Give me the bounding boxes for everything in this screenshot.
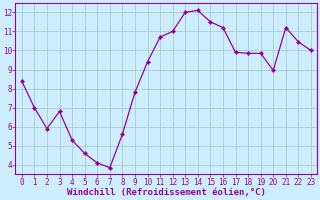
X-axis label: Windchill (Refroidissement éolien,°C): Windchill (Refroidissement éolien,°C) [67, 188, 266, 197]
